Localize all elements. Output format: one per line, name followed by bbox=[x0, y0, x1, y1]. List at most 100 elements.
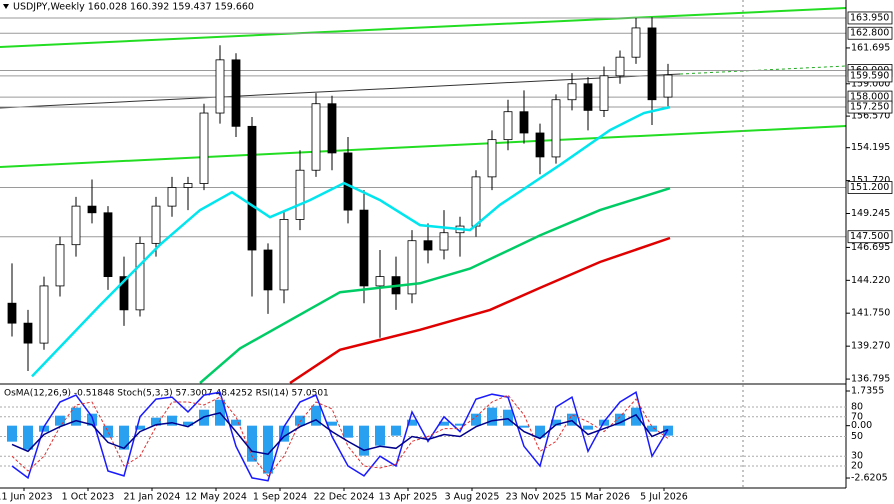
level-label: 158.000 bbox=[850, 92, 889, 103]
trend-line-extension bbox=[679, 65, 847, 75]
candle-body bbox=[439, 232, 449, 251]
candle-body bbox=[71, 205, 81, 246]
main-panel bbox=[0, 0, 847, 488]
candle-body bbox=[7, 302, 17, 324]
x-tick-label: 22 Dec 2024 bbox=[314, 492, 375, 503]
candle-body bbox=[407, 240, 417, 295]
x-tick-label: 13 Apr 2025 bbox=[379, 492, 438, 503]
candle-body bbox=[135, 242, 145, 311]
indicator-line bbox=[11, 412, 669, 456]
candle-body bbox=[263, 249, 273, 291]
moving-average bbox=[31, 105, 671, 378]
osma-bar bbox=[327, 421, 337, 426]
osma-bar bbox=[519, 425, 529, 428]
osma-bar bbox=[359, 425, 369, 456]
osma-bar bbox=[535, 425, 545, 438]
osma-bar bbox=[311, 405, 321, 426]
level-label-box bbox=[847, 181, 893, 194]
y-tick-label: 146.695 bbox=[851, 242, 890, 253]
x-tick-label: 1 Sep 2024 bbox=[253, 492, 307, 503]
osma-bar bbox=[231, 419, 241, 426]
indicator-line bbox=[11, 391, 669, 482]
x-tick-label: 21 Jan 2024 bbox=[124, 492, 181, 503]
candle-body bbox=[295, 169, 305, 220]
y2-tick-label: 0.00 bbox=[851, 420, 872, 431]
y-tick-label: 156.570 bbox=[851, 111, 890, 122]
osma-bar bbox=[71, 407, 81, 426]
level-label: 151.200 bbox=[850, 182, 889, 193]
candle-body bbox=[471, 176, 481, 227]
x-tick-label: 1 Oct 2023 bbox=[62, 492, 115, 503]
candle-body bbox=[343, 152, 353, 211]
y-tick-label: 161.695 bbox=[851, 42, 890, 53]
candle-body bbox=[167, 187, 177, 207]
osma-bar bbox=[487, 407, 497, 426]
candle-body bbox=[519, 111, 529, 134]
candle-body bbox=[583, 83, 593, 111]
candle-body bbox=[423, 240, 433, 251]
level-label-box bbox=[847, 11, 893, 25]
candle-body bbox=[231, 59, 241, 127]
chart-title: USDJPY,Weekly 160.028 160.392 159.437 15… bbox=[13, 2, 254, 13]
y-tick-label: 30 bbox=[851, 451, 863, 462]
candle-body bbox=[199, 112, 209, 184]
level-label-box bbox=[847, 69, 893, 83]
candle-body bbox=[87, 205, 97, 214]
candle-body bbox=[663, 74, 673, 98]
y-tick-label: 136.795 bbox=[851, 374, 890, 385]
candle-body bbox=[311, 103, 321, 171]
osma-bar bbox=[183, 421, 193, 426]
osma-bar bbox=[263, 425, 273, 474]
candle-body bbox=[183, 183, 193, 188]
candle-body bbox=[119, 276, 129, 311]
level-label-box bbox=[847, 26, 893, 40]
candle-body bbox=[247, 125, 257, 251]
osma-bar bbox=[583, 425, 593, 430]
level-label: 147.500 bbox=[850, 231, 889, 242]
osma-bar bbox=[295, 415, 305, 426]
moving-average bbox=[289, 236, 671, 385]
candle-body bbox=[615, 56, 625, 77]
candle-body bbox=[631, 27, 641, 58]
osma-bar bbox=[7, 425, 17, 442]
moving-average bbox=[199, 187, 671, 384]
y-tick-label: 20 bbox=[851, 461, 863, 472]
osma-bar bbox=[615, 413, 625, 426]
candle-body bbox=[647, 27, 657, 101]
level-label: 157.250 bbox=[850, 102, 889, 113]
osma-bar bbox=[119, 425, 129, 450]
y2-tick-label: 1.7355 bbox=[851, 386, 884, 397]
y2-tick-label: -2.6205 bbox=[851, 473, 888, 484]
candle-body bbox=[487, 139, 497, 178]
y-tick-label: 70 bbox=[851, 411, 863, 422]
y-tick-label: 141.750 bbox=[851, 308, 890, 319]
osma-bar bbox=[167, 415, 177, 426]
candle-body bbox=[503, 111, 513, 141]
osma-bar bbox=[247, 425, 257, 462]
y-tick-label: 149.245 bbox=[851, 208, 890, 219]
candle-body bbox=[599, 75, 609, 111]
level-label: 162.800 bbox=[850, 28, 889, 39]
x-tick-label: 3 Aug 2025 bbox=[445, 492, 500, 503]
osma-bar bbox=[87, 413, 97, 426]
candle-body bbox=[535, 132, 545, 158]
candle-body bbox=[215, 59, 225, 114]
x-tick-label: 15 Mar 2026 bbox=[570, 492, 630, 503]
candle-body bbox=[567, 83, 577, 101]
indicator-legend: OsMA(12,26,9) -0.51848 Stoch(5,3,3) 57.3… bbox=[4, 389, 329, 399]
trend-line bbox=[0, 125, 847, 168]
osma-bar bbox=[279, 425, 289, 442]
menu-icon[interactable] bbox=[3, 4, 9, 9]
level-label: 159.590 bbox=[850, 70, 889, 81]
y-tick-label: 151.720 bbox=[851, 175, 890, 186]
y-tick-label: 50 bbox=[851, 431, 863, 442]
trend-line bbox=[0, 7, 847, 48]
level-label-box bbox=[847, 230, 893, 244]
candle-body bbox=[151, 205, 161, 244]
osma-bar bbox=[455, 423, 465, 426]
y-tick-label: 154.195 bbox=[851, 142, 890, 153]
y-tick-label: 144.220 bbox=[851, 275, 890, 286]
osma-bar bbox=[375, 425, 385, 446]
osma-bar bbox=[135, 425, 145, 430]
